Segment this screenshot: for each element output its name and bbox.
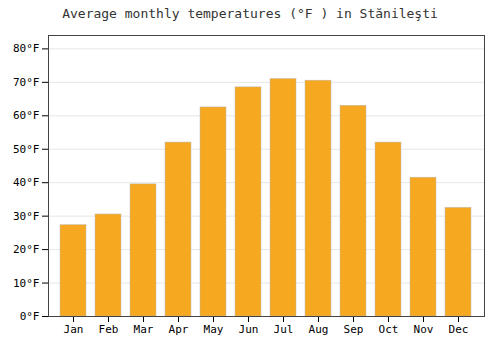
- html-text:Average monthly temperatures (: Average monthly temperatures (°F ) in St…: [62, 6, 438, 21]
- svg-text:Aug: Aug: [309, 323, 329, 336]
- svg-text:10°F: 10°F: [13, 277, 40, 290]
- svg-text:30°F: 30°F: [13, 210, 40, 223]
- svg-text:May: May: [204, 323, 224, 336]
- svg-text:0°F: 0°F: [20, 310, 40, 323]
- svg-text:Jan: Jan: [64, 323, 84, 336]
- svg-text:20°F: 20°F: [13, 243, 40, 256]
- svg-text:50°F: 50°F: [13, 143, 40, 156]
- svg-text:Oct: Oct: [379, 323, 399, 336]
- svg-text:Jun: Jun: [239, 323, 259, 336]
- svg-text:Jul: Jul: [274, 323, 294, 336]
- svg-text:Feb: Feb: [99, 323, 119, 336]
- svg-text:Nov: Nov: [414, 323, 434, 336]
- svg-text:70°F: 70°F: [13, 76, 40, 89]
- svg-text:80°F: 80°F: [13, 42, 40, 55]
- svg-text:Dec: Dec: [449, 323, 469, 336]
- svg-text:Mar: Mar: [134, 323, 154, 336]
- svg-text:60°F: 60°F: [13, 109, 40, 122]
- svg-text:40°F: 40°F: [13, 176, 40, 189]
- svg-text:Apr: Apr: [169, 323, 189, 336]
- svg-text:Sep: Sep: [344, 323, 364, 336]
